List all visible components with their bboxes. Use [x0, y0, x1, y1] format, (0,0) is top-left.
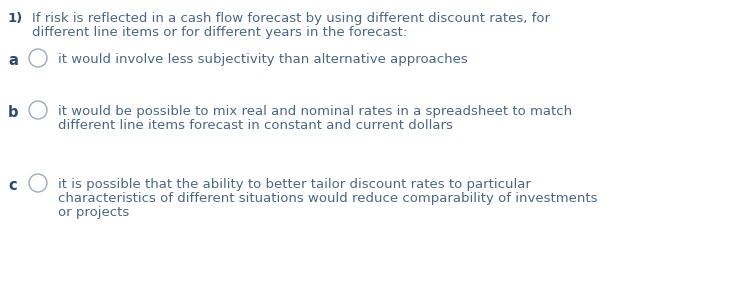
Text: or projects: or projects	[58, 206, 129, 219]
Text: different line items forecast in constant and current dollars: different line items forecast in constan…	[58, 119, 453, 132]
Text: it would involve less subjectivity than alternative approaches: it would involve less subjectivity than …	[58, 53, 468, 66]
Text: If risk is reflected in a cash flow forecast by using different discount rates, : If risk is reflected in a cash flow fore…	[32, 12, 550, 25]
Text: a: a	[8, 53, 18, 68]
Text: different line items or for different years in the forecast:: different line items or for different ye…	[32, 26, 407, 39]
Text: b: b	[8, 105, 18, 120]
Text: 1): 1)	[8, 12, 24, 25]
Text: characteristics of different situations would reduce comparability of investment: characteristics of different situations …	[58, 192, 598, 205]
Text: it is possible that the ability to better tailor discount rates to particular: it is possible that the ability to bette…	[58, 178, 531, 191]
Text: c: c	[8, 178, 17, 193]
Text: it would be possible to mix real and nominal rates in a spreadsheet to match: it would be possible to mix real and nom…	[58, 105, 572, 118]
